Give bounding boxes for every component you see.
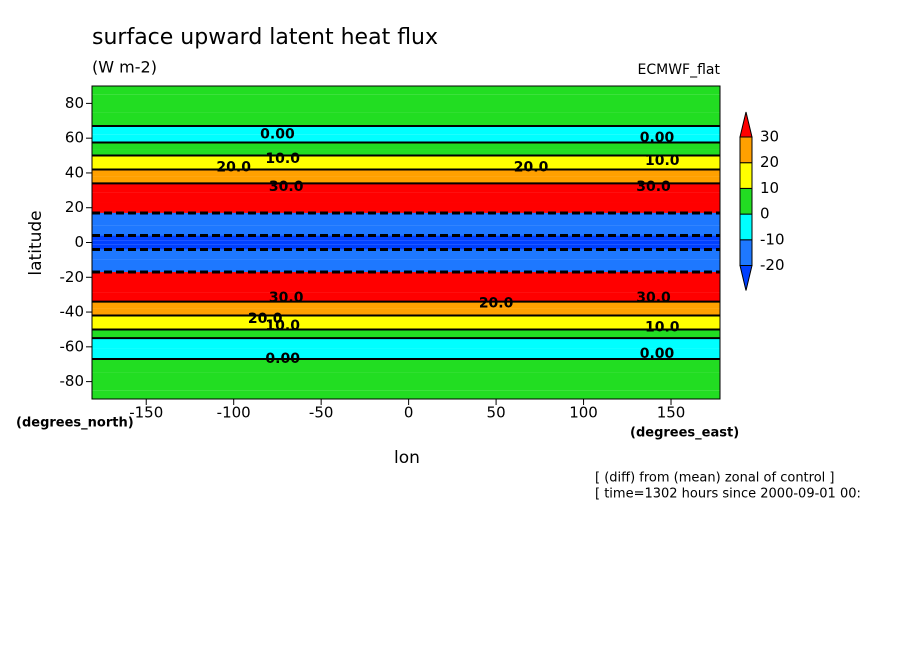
- contour-band: [92, 176, 720, 184]
- contour-band: [92, 259, 720, 273]
- y-axis-label: latitude: [26, 210, 46, 275]
- contour-band: [92, 292, 720, 302]
- contour-band: [92, 112, 720, 126]
- colorbar-box: [739, 187, 753, 215]
- contour-label: 30.0: [636, 179, 671, 195]
- contour-band: [92, 212, 720, 226]
- dataset-label: ECMWF_flat: [638, 62, 721, 78]
- contour-band: [92, 315, 720, 323]
- colorbar-box: [739, 162, 753, 189]
- y-units: (degrees_north): [16, 416, 134, 431]
- contour-band: [92, 244, 720, 250]
- y-tick-label: -40: [60, 303, 85, 321]
- contour-band: [92, 372, 720, 391]
- contour-band: [92, 149, 720, 156]
- contour-band: [92, 249, 720, 260]
- contour-band: [92, 359, 720, 373]
- note: [ (diff) from (mean) zonal of control ]: [595, 471, 834, 486]
- contour-band: [92, 235, 720, 241]
- contour-band: [92, 86, 720, 95]
- x-units: (degrees_east): [630, 426, 739, 441]
- contour-label: 0.00: [640, 130, 675, 146]
- contour-band: [92, 134, 720, 143]
- contour-label: 20.0: [479, 295, 514, 311]
- contour-band: [92, 282, 720, 293]
- colorbar-label: 0: [760, 205, 770, 223]
- contour-band: [92, 390, 720, 399]
- colorbar-label: 10: [760, 179, 779, 197]
- contour-label: 10.0: [265, 151, 300, 167]
- contour-band: [92, 183, 720, 193]
- units: (W m-2): [92, 58, 157, 77]
- y-tick-label: 80: [65, 94, 84, 112]
- y-tick-label: 20: [65, 198, 84, 216]
- colorbar-box: [739, 213, 753, 241]
- contour-label: 20.0: [216, 160, 251, 176]
- contour-label: 10.0: [265, 318, 300, 334]
- contour-band: [92, 240, 720, 245]
- x-tick-label: 50: [487, 404, 506, 422]
- x-tick-label: -150: [129, 404, 163, 422]
- x-tick-label: 0: [404, 404, 414, 422]
- contour-band: [92, 322, 720, 330]
- colorbar-box: [739, 136, 753, 164]
- x-tick-label: 100: [569, 404, 598, 422]
- colorbar-box: [739, 239, 753, 267]
- contour-label: 20.0: [248, 311, 283, 327]
- y-tick-label: -20: [60, 268, 85, 286]
- contour-band: [92, 169, 720, 177]
- x-tick-label: -50: [309, 404, 334, 422]
- contour-label: 0.00: [640, 346, 675, 362]
- contour-label: 10.0: [645, 320, 680, 336]
- colorbar-arrow: [739, 111, 753, 138]
- contour-label: 0.00: [260, 127, 295, 143]
- contour-band: [92, 272, 720, 283]
- contour-band: [92, 142, 720, 150]
- colorbar-label: 30: [760, 128, 779, 146]
- colorbar-arrow: [739, 265, 753, 291]
- contour-label: 30.0: [269, 290, 304, 306]
- contour-band: [92, 301, 720, 309]
- contour-label: 10.0: [645, 153, 680, 169]
- note: [ time=1302 hours since 2000-09-01 00:: [595, 487, 861, 502]
- colorbar-label: -20: [760, 256, 785, 274]
- y-tick-label: 60: [65, 129, 84, 147]
- contour-band: [92, 162, 720, 170]
- x-tick-label: -100: [217, 404, 251, 422]
- contour-band: [92, 329, 720, 339]
- contour-band: [92, 338, 720, 349]
- x-axis-label: lon: [394, 448, 420, 468]
- contour-band: [92, 225, 720, 236]
- y-tick-label: -80: [60, 372, 85, 390]
- contour-band: [92, 308, 720, 316]
- colorbar-label: 20: [760, 153, 779, 171]
- contour-band: [92, 125, 720, 135]
- contour-band: [92, 155, 720, 163]
- contour-band: [92, 94, 720, 113]
- contour-band: [92, 202, 720, 213]
- contour-label: 30.0: [636, 290, 671, 306]
- contour-label: 0.00: [265, 351, 300, 367]
- contour-label: 30.0: [269, 179, 304, 195]
- contour-label: 20.0: [514, 160, 549, 176]
- x-tick-label: 150: [657, 404, 686, 422]
- colorbar-label: -10: [760, 230, 785, 248]
- y-tick-label: 40: [65, 163, 84, 181]
- y-tick-label: 0: [74, 233, 84, 251]
- y-tick-label: -60: [60, 337, 85, 355]
- contour-band: [92, 192, 720, 203]
- contour-band: [92, 348, 720, 360]
- chart-title: surface upward latent heat flux: [92, 25, 438, 50]
